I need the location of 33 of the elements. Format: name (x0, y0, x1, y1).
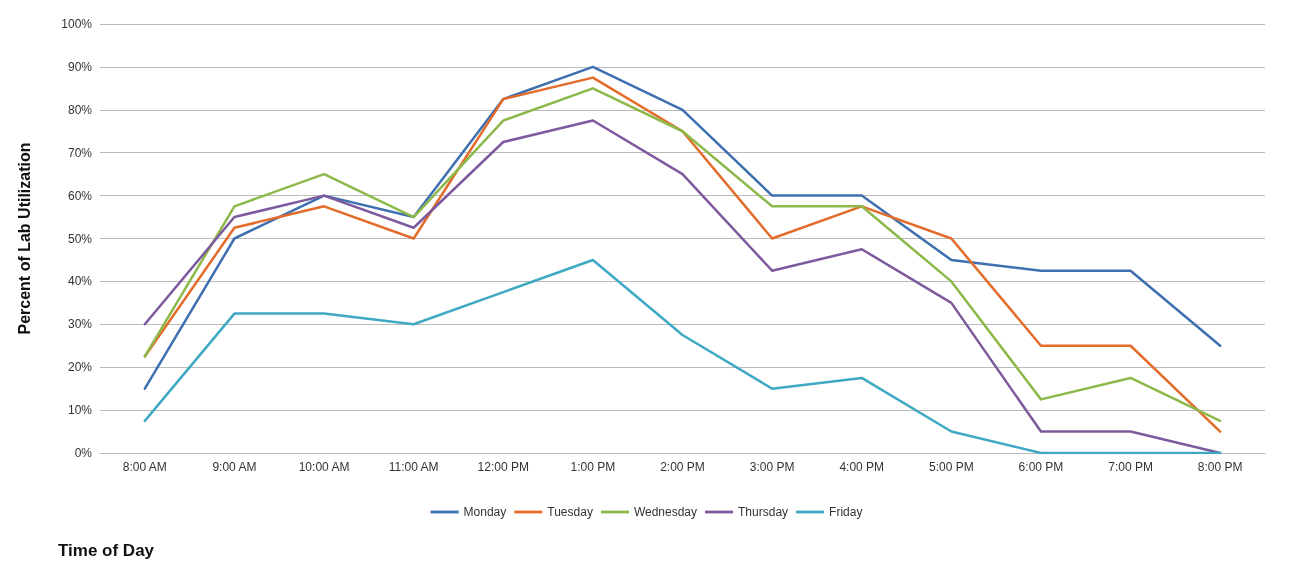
y-tick-label: 40% (67, 274, 93, 289)
y-tick-label: 50% (67, 231, 93, 246)
x-tick-label: 8:00 PM (1197, 460, 1243, 474)
y-tick-label: 90% (67, 59, 93, 74)
legend-label: Thursday (738, 505, 789, 519)
y-tick-label: 60% (67, 188, 93, 203)
line-series (143, 258, 1222, 455)
legend-label: Wednesday (633, 505, 698, 519)
x-tick-label: 11:00 AM (388, 460, 439, 474)
y-axis-title: Percent of Lab Utilization (15, 142, 33, 335)
x-tick-label: 5:00 PM (928, 460, 974, 474)
x-tick-label: 2:00 PM (660, 460, 705, 474)
x-tick-label: 4:00 PM (839, 460, 885, 474)
y-tick-label: 0% (74, 446, 93, 460)
x-tick-label: 7:00 PM (1108, 460, 1153, 474)
x-axis-title: Time of Day (58, 541, 155, 560)
legend-label: Tuesday (547, 505, 593, 519)
line-series (143, 119, 1222, 455)
x-tick-label: 12:00 PM (477, 460, 529, 474)
x-tick-label: 8:00 AM (122, 460, 167, 474)
legend-label: Monday (463, 505, 507, 519)
y-tick-label: 100% (61, 17, 93, 31)
y-tick-label: 20% (67, 360, 93, 375)
y-tick-label: 70% (67, 145, 93, 160)
x-tick-label: 9:00 AM (212, 460, 257, 474)
y-tick-label: 80% (67, 102, 93, 117)
x-tick-label: 6:00 PM (1018, 460, 1064, 474)
y-tick-label: 10% (67, 403, 93, 418)
x-tick-label: 10:00 AM (298, 460, 350, 474)
x-tick-label: 1:00 PM (570, 460, 616, 474)
x-tick-label: 3:00 PM (749, 460, 795, 474)
legend-label: Friday (829, 505, 863, 519)
y-tick-label: 30% (67, 317, 93, 332)
